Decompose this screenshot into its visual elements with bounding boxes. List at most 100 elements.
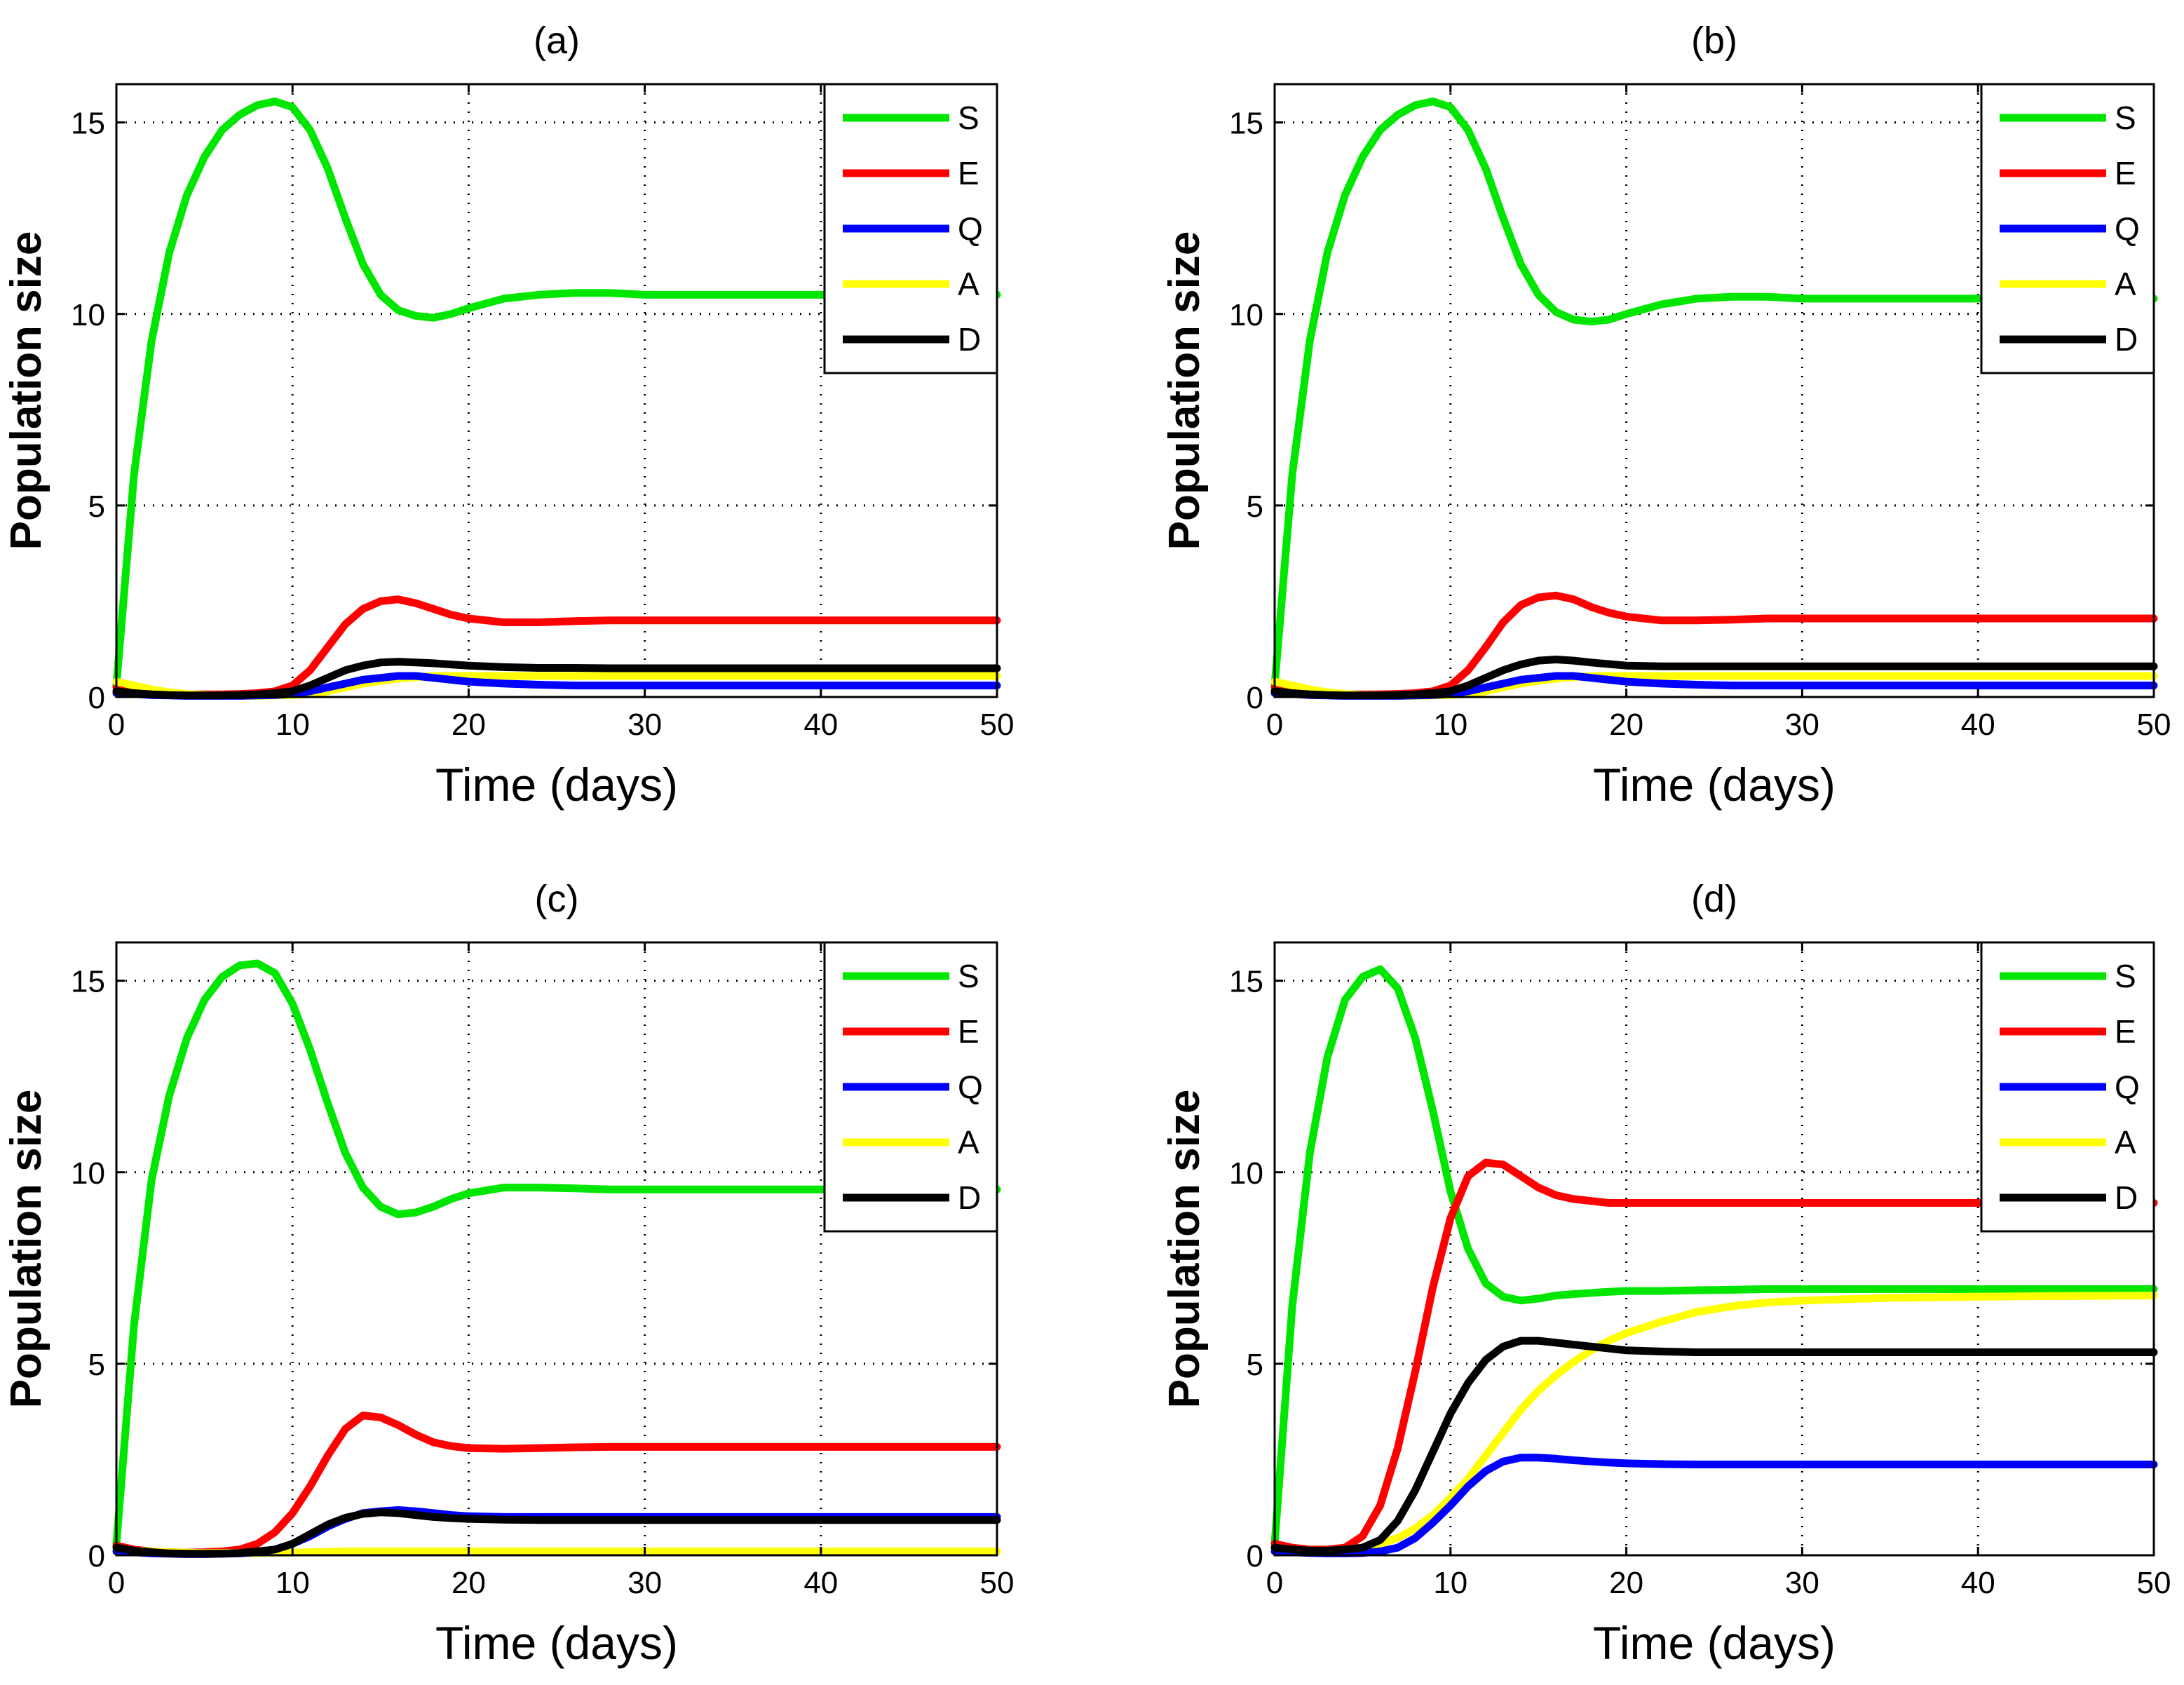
y-tick-label: 5 (1247, 1348, 1263, 1382)
legend-label-D: D (2115, 1179, 2138, 1216)
legend-item-A: A (2000, 1124, 2136, 1160)
y-tick-label: 0 (88, 681, 105, 715)
series-line-D (112, 1508, 1001, 1558)
x-tick-label: 30 (628, 708, 662, 742)
x-axis-label: Time (days) (435, 1617, 678, 1669)
x-tick-label: 30 (1785, 1566, 1819, 1600)
y-tick-label: 10 (71, 1156, 105, 1191)
y-tick-label: 5 (1247, 489, 1263, 524)
legend-item-E: E (2000, 155, 2136, 191)
y-tick-label: 0 (1247, 681, 1263, 715)
legend-label-S: S (2115, 100, 2136, 136)
y-tick-label: 15 (1229, 965, 1263, 999)
chart-title: (c) (535, 878, 579, 920)
x-tick-label: 0 (108, 1566, 125, 1600)
x-tick-label: 50 (980, 708, 1015, 742)
x-tick-label: 50 (980, 1566, 1015, 1600)
legend-label-A: A (2115, 1124, 2136, 1160)
legend-label-D: D (958, 1179, 981, 1216)
x-tick-label: 40 (803, 708, 838, 742)
x-tick-label: 50 (2137, 1566, 2171, 1600)
legend-item-A: A (843, 266, 979, 302)
y-axis-label: Population size (2, 231, 50, 550)
legend-label-Q: Q (958, 1069, 983, 1105)
chart-title: (d) (1691, 878, 1737, 920)
x-tick-label: 30 (628, 1566, 662, 1600)
legend-item-A: A (843, 1124, 979, 1160)
panel-b: 0 10 20 30 40 50 0 5 10 15 (b) Time (days) Populatio… (1160, 20, 2171, 811)
y-tick-label: 5 (88, 1348, 105, 1382)
series-line-S (1270, 97, 2158, 690)
legend-item-S: S (2000, 958, 2136, 994)
legend-label-A: A (958, 266, 979, 302)
x-tick-label: 20 (1609, 1566, 1643, 1600)
chart-title: (b) (1691, 20, 1737, 62)
y-tick-label: 0 (1247, 1539, 1263, 1574)
y-tick-label: 10 (71, 298, 105, 332)
legend-label-E: E (958, 155, 979, 191)
x-tick-label: 40 (803, 1566, 838, 1600)
y-tick-label: 10 (1229, 298, 1263, 332)
series-line-S (112, 97, 1001, 690)
legend-label-D: D (2115, 321, 2138, 358)
legend-item-E: E (843, 1013, 979, 1050)
y-tick-label: 0 (88, 1539, 105, 1574)
legend-item-D: D (843, 1179, 981, 1216)
x-tick-label: 20 (452, 1566, 486, 1600)
x-tick-label: 10 (276, 1566, 310, 1600)
series-line-E (1270, 1158, 2158, 1554)
axes-frame (1273, 83, 2155, 698)
x-tick-label: 40 (1961, 1566, 1995, 1600)
axes-frame (115, 83, 998, 698)
legend-item-Q: Q (2000, 210, 2140, 247)
legend-label-S: S (2115, 958, 2136, 994)
x-tick-label: 10 (1433, 1566, 1467, 1600)
axes-frame (115, 941, 998, 1557)
y-tick-label: 15 (1229, 107, 1263, 141)
panel-a: 0 10 20 30 40 50 0 5 10 15 (a) Time (days) Populatio… (2, 20, 1014, 811)
x-tick-label: 0 (108, 708, 125, 742)
legend-label-S: S (958, 958, 979, 994)
x-tick-label: 10 (1433, 708, 1467, 742)
series-line-D (1270, 1337, 2158, 1555)
x-tick-label: 50 (2137, 708, 2171, 742)
legend-label-E: E (2115, 1013, 2136, 1050)
x-axis-label: Time (days) (1593, 759, 1836, 811)
y-tick-label: 15 (71, 965, 105, 999)
legend-label-A: A (958, 1124, 979, 1160)
x-axis-label: Time (days) (1593, 1617, 1836, 1669)
x-tick-label: 40 (1961, 708, 1995, 742)
y-axis-label: Population size (2, 1090, 50, 1409)
axes-frame (1273, 941, 2155, 1557)
legend-item-D: D (2000, 321, 2138, 358)
series-line-Q (1270, 1454, 2158, 1557)
y-tick-label: 5 (88, 489, 105, 524)
y-tick-label: 10 (1229, 1156, 1263, 1191)
legend-item-Q: Q (843, 210, 983, 247)
x-tick-label: 10 (276, 708, 310, 742)
legend-label-Q: Q (2115, 1069, 2140, 1105)
legend-label-A: A (2115, 266, 2136, 302)
legend-item-E: E (843, 155, 979, 191)
y-axis-label: Population size (1160, 1090, 1209, 1409)
x-tick-label: 0 (1266, 708, 1283, 742)
legend-item-E: E (2000, 1013, 2136, 1050)
legend-item-A: A (2000, 266, 2136, 302)
series-line-D (112, 658, 1001, 700)
x-tick-label: 0 (1266, 1566, 1283, 1600)
legend-item-D: D (843, 321, 981, 358)
x-tick-label: 30 (1785, 708, 1819, 742)
x-tick-label: 20 (1609, 708, 1643, 742)
legend-label-E: E (2115, 155, 2136, 191)
y-axis-label: Population size (1160, 231, 1209, 550)
legend-label-S: S (958, 100, 979, 136)
x-tick-label: 20 (452, 708, 486, 742)
series-line-S (112, 959, 1001, 1548)
series-line-D (1270, 656, 2158, 700)
legend-item-S: S (843, 958, 979, 994)
legend-item-S: S (843, 100, 979, 136)
